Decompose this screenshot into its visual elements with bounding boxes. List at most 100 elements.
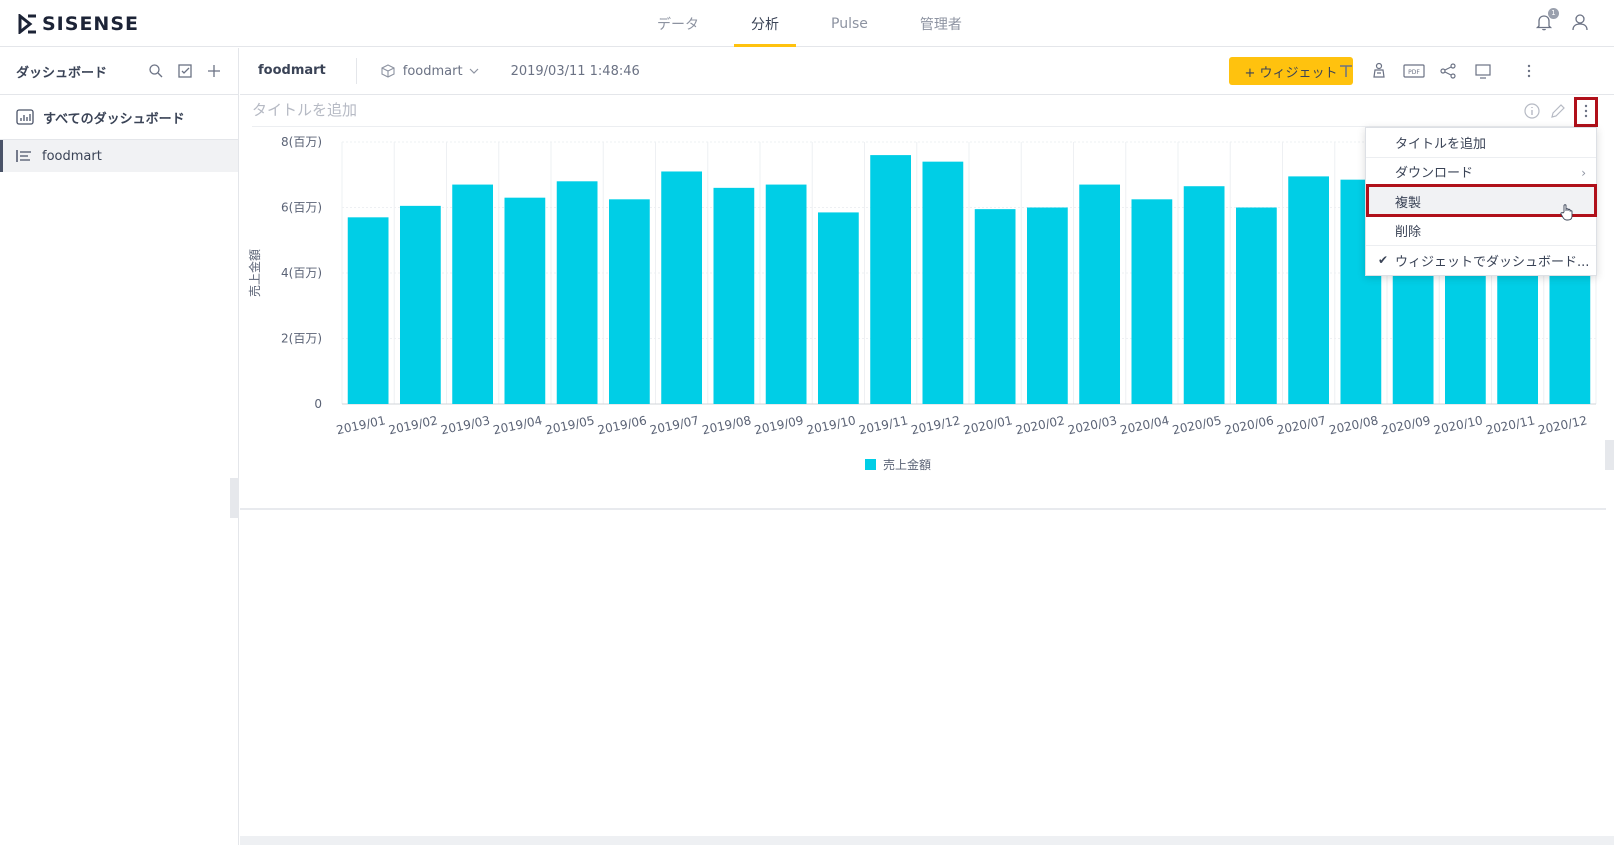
- x-tick-label: 2020/11: [1485, 413, 1537, 437]
- sisense-logo-icon: [18, 14, 36, 34]
- all-dashboards-label: すべてのダッシュボード: [43, 111, 185, 127]
- x-tick-label: 2019/03: [440, 413, 492, 437]
- x-tick-label: 2020/10: [1432, 413, 1484, 437]
- right-panel-handle[interactable]: [1605, 440, 1614, 470]
- bar: [1288, 176, 1330, 404]
- x-tick-label: 2019/10: [805, 413, 857, 437]
- more-vertical-icon[interactable]: [1520, 62, 1538, 80]
- add-icon[interactable]: [206, 63, 222, 79]
- share-icon[interactable]: [1439, 62, 1457, 80]
- text-icon[interactable]: [1337, 62, 1355, 80]
- menu-item-widget-dashboard[interactable]: ✔ ウィジェットでダッシュボード...: [1366, 246, 1596, 276]
- check-icon: ✔: [1378, 253, 1389, 267]
- menu-item-label: 複製: [1395, 195, 1422, 211]
- x-tick-label: 2019/04: [492, 413, 544, 437]
- x-tick-label: 2019/02: [387, 413, 439, 437]
- menu-item-label: タイトルを追加: [1395, 136, 1487, 152]
- checklist-icon[interactable]: [177, 63, 193, 79]
- bar: [1026, 207, 1068, 404]
- user-icon: [1572, 14, 1588, 31]
- legend-swatch: [865, 459, 876, 470]
- filter-person-icon[interactable]: [1370, 62, 1388, 80]
- bar: [504, 197, 546, 404]
- widget-menu-button-highlight: [1574, 97, 1598, 127]
- x-tick-label: 2019/01: [335, 413, 387, 437]
- x-tick-label: 2020/01: [962, 413, 1014, 437]
- chevron-right-icon: ›: [1581, 165, 1586, 180]
- menu-item-label: ダウンロード: [1395, 166, 1474, 182]
- bar: [661, 171, 703, 404]
- bell-icon: [1535, 15, 1553, 31]
- bar: [608, 199, 650, 404]
- pencil-icon[interactable]: [1549, 102, 1567, 120]
- x-tick-label: 2020/03: [1067, 413, 1119, 437]
- bar: [1131, 199, 1173, 404]
- x-tick-label: 2019/09: [753, 413, 805, 437]
- x-tick-label: 2020/08: [1328, 413, 1380, 437]
- widget-dropdown-menu: タイトルを追加 ダウンロード › 複製 削除 ✔ ウィジェットでダッシュボード.…: [1365, 127, 1597, 276]
- sidebar-item-foodmart[interactable]: foodmart: [0, 140, 238, 172]
- tab-analytics[interactable]: 分析: [734, 0, 796, 47]
- dashboard-title: foodmart: [258, 58, 357, 84]
- bar: [556, 181, 598, 404]
- menu-item-download[interactable]: ダウンロード ›: [1366, 158, 1596, 187]
- y-tick-label: 2(百万): [281, 332, 322, 346]
- cube-icon: [381, 64, 395, 78]
- menu-item-duplicate[interactable]: 複製: [1366, 187, 1596, 217]
- tab-admin[interactable]: 管理者: [919, 16, 962, 33]
- dashboard-toolbar: foodmart foodmart 2019/03/11 1:48:46 + ウ…: [240, 48, 1614, 95]
- y-tick-label: 8(百万): [281, 135, 322, 149]
- add-widget-button[interactable]: + ウィジェット: [1229, 57, 1353, 85]
- notifications-button[interactable]: 1: [1534, 8, 1559, 34]
- last-updated-timestamp: 2019/03/11 1:48:46: [510, 63, 640, 79]
- datasource-label: foodmart: [402, 63, 463, 79]
- bar: [765, 184, 807, 404]
- top-bar: SISENSE データ 分析 Pulse 管理者 1: [0, 0, 1614, 47]
- monitor-icon[interactable]: [1474, 62, 1492, 80]
- x-tick-label: 2020/06: [1223, 413, 1275, 437]
- menu-item-label: 削除: [1395, 225, 1422, 241]
- menu-item-add-title[interactable]: タイトルを追加: [1366, 128, 1596, 158]
- bar: [922, 161, 964, 404]
- chart-widget: タイトルを追加: [240, 95, 1606, 510]
- sisense-logo[interactable]: SISENSE: [18, 13, 139, 35]
- widget-divider: [252, 126, 1594, 127]
- x-tick-label: 2019/08: [701, 413, 753, 437]
- top-right-icons: 1: [1520, 8, 1592, 34]
- search-icon[interactable]: [148, 63, 164, 79]
- main-nav: データ 分析 Pulse 管理者: [640, 0, 997, 47]
- datasource-selector[interactable]: foodmart: [381, 64, 481, 79]
- x-tick-label: 2020/04: [1119, 413, 1171, 437]
- user-menu-button[interactable]: [1570, 12, 1592, 34]
- sidebar-header: ダッシュボード: [0, 48, 238, 95]
- bar: [870, 155, 912, 404]
- sidebar-collapse-handle[interactable]: [230, 478, 239, 518]
- all-dashboards-link[interactable]: すべてのダッシュボード: [0, 95, 238, 140]
- y-tick-label: 6(百万): [281, 201, 322, 215]
- sidebar-title: ダッシュボード: [16, 65, 108, 81]
- menu-item-delete[interactable]: 削除: [1366, 217, 1596, 246]
- info-icon[interactable]: [1523, 102, 1541, 120]
- sidebar-item-label: foodmart: [42, 148, 102, 164]
- y-axis-label: 売上金額: [247, 249, 262, 297]
- x-tick-label: 2020/07: [1276, 413, 1328, 437]
- y-tick-label: 4(百万): [281, 266, 322, 280]
- x-tick-label: 2020/12: [1537, 413, 1589, 437]
- tab-data[interactable]: データ: [657, 16, 699, 33]
- bar: [452, 184, 494, 404]
- dashboard-list-icon: [16, 150, 31, 162]
- x-tick-label: 2019/07: [649, 413, 701, 437]
- sidebar: ダッシュボード すべてのダッシュボード foodmart: [0, 48, 239, 845]
- dashboard-chart-icon: [16, 109, 34, 125]
- tab-pulse[interactable]: Pulse: [831, 15, 868, 32]
- pdf-icon[interactable]: PDF: [1403, 62, 1425, 80]
- x-tick-label: 2019/06: [596, 413, 648, 437]
- widget-title-placeholder[interactable]: タイトルを追加: [252, 101, 358, 119]
- widget-menu-icon[interactable]: [1577, 102, 1595, 120]
- bottom-scroll-strip: [240, 836, 1614, 845]
- menu-item-label: ウィジェットでダッシュボード...: [1395, 255, 1590, 271]
- x-tick-label: 2019/11: [858, 413, 910, 437]
- bar: [1183, 186, 1225, 404]
- chevron-down-icon: [469, 68, 479, 74]
- x-tick-label: 2019/12: [910, 413, 962, 437]
